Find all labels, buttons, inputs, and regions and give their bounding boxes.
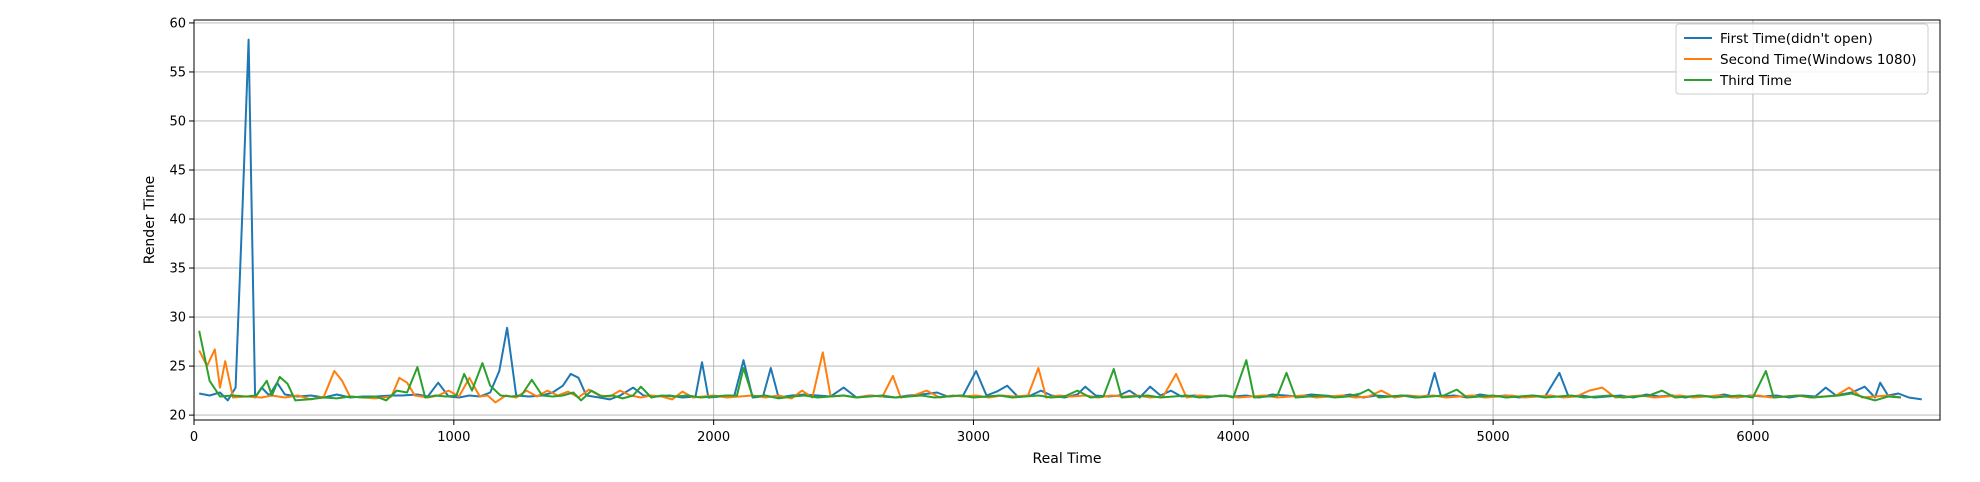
y-tick-label: 25	[169, 360, 186, 375]
legend-label: Second Time(Windows 1080)	[1720, 52, 1916, 68]
grid-lines	[193, 20, 1940, 420]
y-tick-label: 40	[169, 213, 186, 228]
x-tick-label: 5000	[1477, 430, 1510, 445]
y-tick-label: 35	[169, 262, 186, 277]
series-line-3	[198, 330, 1902, 402]
x-axis-label: Real Time	[1033, 451, 1102, 467]
legend-label: Third Time	[1719, 73, 1792, 89]
plot-frame	[193, 19, 1941, 421]
x-tick-label: 0	[190, 430, 198, 445]
legend-label: First Time(didn't open)	[1720, 31, 1873, 47]
y-axis-label: Render Time	[142, 176, 158, 265]
x-tick-label: 3000	[957, 430, 990, 445]
x-tick-label: 1000	[437, 430, 470, 445]
x-tick-label: 6000	[1736, 430, 1769, 445]
y-tick-label: 55	[169, 65, 186, 80]
legend: First Time(didn't open) Second Time(Windo…	[1675, 23, 1929, 95]
series-lines	[198, 38, 1922, 404]
series-line-2	[198, 348, 1902, 404]
y-tick-label: 45	[169, 164, 186, 179]
x-tick-label: 2000	[697, 430, 730, 445]
y-tick-label: 20	[169, 409, 186, 424]
y-tick-label: 60	[169, 16, 186, 31]
x-tick-label: 4000	[1217, 430, 1250, 445]
y-tick-label: 50	[169, 114, 186, 129]
y-tick-label: 30	[169, 311, 186, 326]
x-axis-ticks: 0 1000 2000 3000 4000 5000 6000	[190, 420, 1769, 445]
y-axis-ticks: 20 25 30 35 40 45 50 55 60	[169, 16, 194, 424]
legend-box	[1675, 23, 1929, 95]
